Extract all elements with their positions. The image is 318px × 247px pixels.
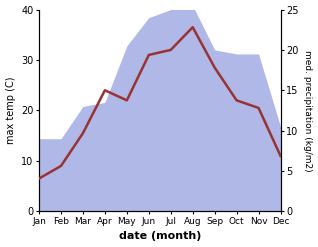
Y-axis label: med. precipitation (kg/m2): med. precipitation (kg/m2) <box>303 50 313 171</box>
X-axis label: date (month): date (month) <box>119 231 201 242</box>
Y-axis label: max temp (C): max temp (C) <box>5 77 16 144</box>
